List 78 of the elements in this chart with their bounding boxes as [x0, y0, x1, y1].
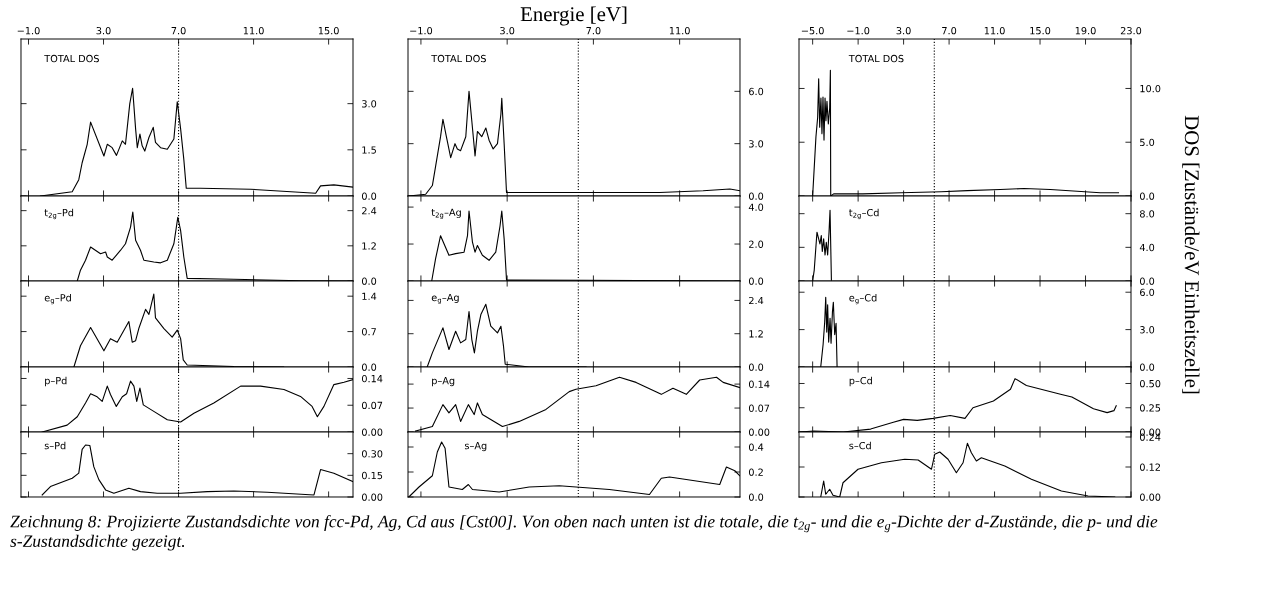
text: e$_{g}$–Cd — [849, 293, 877, 305]
y-tick-label: 3.0 — [749, 140, 764, 148]
text: p–Cd — [849, 376, 872, 387]
y-tick-label: 0.50 — [1139, 379, 1161, 388]
y-tick-label: 4.0 — [1139, 243, 1155, 252]
y-tick-label: 2.4 — [362, 207, 377, 215]
x-tick-label: 11.0 — [669, 26, 690, 35]
text: TOTAL DOS — [431, 54, 486, 63]
y-tick-label: 4.0 — [748, 203, 764, 211]
y-tick-label: 3.0 — [1140, 326, 1155, 334]
y-tick-label: 2.4 — [749, 296, 764, 305]
text: s–Cd — [849, 441, 871, 450]
y-tick-label: 6.0 — [749, 87, 764, 96]
x-tick-label: 3.0 — [96, 26, 111, 35]
y-tick-label: 0.25 — [1139, 404, 1161, 412]
text: e$_{g}$–Ag — [431, 293, 459, 304]
x-tick-label: 19.0 — [1075, 26, 1096, 35]
y-tick-label: 0.0 — [361, 192, 377, 200]
y-axis-title: DOS [Zustände/eV Einheitszelle] — [1182, 115, 1200, 394]
y-tick-label: 0.00 — [361, 428, 383, 436]
y-tick-label: 0.15 — [361, 471, 383, 480]
text: p–Pd — [45, 376, 67, 387]
x-tick-label: −1.0 — [847, 26, 870, 35]
text: s–Ag — [464, 442, 487, 452]
y-tick-label: 0.0 — [748, 363, 764, 371]
y-tick-label: 0.0 — [1139, 192, 1155, 200]
text: TOTAL DOS — [44, 54, 99, 63]
y-tick-label: 0.14 — [748, 380, 770, 388]
text: t$_{2g}$–Ag — [431, 208, 461, 219]
y-tick-label: 6.0 — [1140, 288, 1155, 297]
x-tick-label: 7.0 — [171, 26, 186, 35]
y-tick-label: 0.30 — [361, 450, 383, 458]
x-tick-label: 7.0 — [942, 26, 957, 35]
y-tick-label: 0.07 — [748, 404, 770, 412]
x-tick-label: −1.0 — [410, 26, 433, 35]
x-tick-label: 23.0 — [1120, 26, 1142, 35]
y-tick-label: 0.0 — [1139, 363, 1155, 371]
text: t$_{2g}$–Cd — [849, 208, 879, 220]
x-tick-label: −1.0 — [17, 26, 40, 35]
y-tick-label: 0.00 — [361, 493, 383, 501]
y-tick-label: 0.00 — [1139, 493, 1161, 501]
y-tick-label: 10.0 — [1140, 84, 1161, 93]
x-tick-label: 3.0 — [500, 26, 515, 35]
y-tick-label: 1.5 — [362, 146, 376, 154]
text: p–Ag — [432, 377, 455, 387]
y-tick-label: 0.0 — [361, 363, 377, 371]
y-tick-label: 0.2 — [748, 468, 763, 476]
y-tick-label: 1.2 — [362, 242, 376, 250]
y-tick-label: 8.0 — [1139, 210, 1155, 218]
y-tick-label: 0.0 — [748, 277, 764, 285]
x-axis-title: Energie [eV] — [520, 6, 627, 26]
y-tick-label: 0.00 — [748, 428, 770, 436]
y-tick-label: 0.07 — [361, 401, 383, 410]
x-tick-label: 7.0 — [586, 26, 601, 35]
y-tick-label: 5.0 — [1140, 138, 1155, 147]
x-tick-label: 11.0 — [243, 26, 264, 35]
y-tick-label: 0.4 — [748, 443, 764, 451]
y-tick-label: 0.14 — [361, 374, 383, 383]
text: TOTAL DOS — [848, 54, 904, 63]
y-tick-label: 0.0 — [748, 493, 764, 501]
x-tick-label: 3.0 — [896, 26, 911, 35]
y-tick-label: 0.0 — [748, 192, 764, 200]
x-tick-label: 15.0 — [318, 26, 339, 35]
text: Zeichnung 8: Projizierte Zustandsdichte von fcc-Pd, Ag, Cd aus [Cst00]. Von oben nach unten ist die totale, die t$_{2g}$- und die e$_{g}$-Dichte der d-Zustände, die p- und die s-Zustandsdichte gezeigt. — [10, 515, 1158, 551]
x-tick-label: 15.0 — [1030, 26, 1051, 35]
y-tick-label: 3.0 — [362, 100, 377, 108]
y-tick-label: 1.4 — [362, 292, 377, 300]
y-tick-label: 0.12 — [1139, 463, 1161, 471]
y-tick-label: 1.2 — [749, 330, 763, 338]
x-tick-label: 11.0 — [984, 26, 1005, 35]
y-tick-label: 0.0 — [361, 277, 377, 285]
y-tick-label: 2.0 — [749, 240, 764, 248]
text: s–Pd — [44, 441, 66, 450]
y-tick-label: 0.7 — [361, 328, 376, 336]
text: e$_{g}$–Pd — [44, 293, 71, 305]
y-tick-label: 0.0 — [1139, 277, 1155, 285]
x-tick-label: −5.0 — [801, 26, 824, 35]
text: t$_{2g}$–Pd — [44, 208, 74, 220]
